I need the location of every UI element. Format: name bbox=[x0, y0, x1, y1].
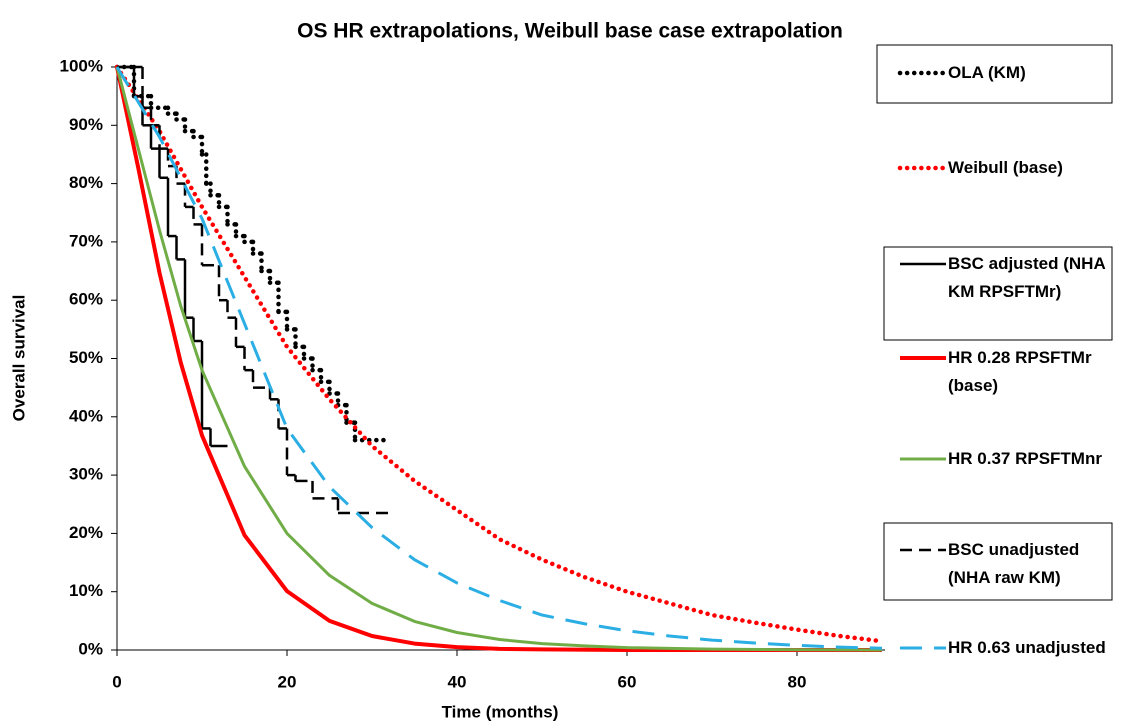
x-tick-label: 40 bbox=[448, 672, 467, 691]
chart-title: OS HR extrapolations, Weibull base case … bbox=[297, 20, 843, 43]
legend-label: HR 0.37 RPSFTMnr bbox=[948, 449, 1102, 468]
y-tick-label: 80% bbox=[69, 173, 103, 192]
y-tick-label: 70% bbox=[69, 231, 103, 250]
series bbox=[115, 66, 883, 650]
curve bbox=[115, 66, 883, 652]
series bbox=[115, 66, 882, 652]
y-tick-label: 90% bbox=[69, 115, 103, 134]
y-tick-label: 40% bbox=[69, 406, 103, 425]
legend-box bbox=[883, 246, 1113, 341]
x-axis-title: Time (months) bbox=[442, 702, 559, 721]
series bbox=[114, 64, 392, 443]
curve bbox=[114, 64, 885, 644]
legend-box bbox=[876, 44, 1113, 104]
x-tick-label: 20 bbox=[278, 672, 297, 691]
legend-label: HR 0.63 unadjusted bbox=[948, 638, 1106, 657]
y-tick-label: 100% bbox=[60, 56, 103, 75]
y-tick-label: 50% bbox=[69, 348, 103, 367]
x-tick-label: 60 bbox=[618, 672, 637, 691]
legend-box bbox=[883, 522, 1113, 601]
y-tick-label: 60% bbox=[69, 290, 103, 309]
x-tick-label: 0 bbox=[112, 672, 121, 691]
curve bbox=[115, 66, 882, 652]
legend-label: BSC unadjusted (NHA raw KM) bbox=[948, 540, 1080, 587]
y-axis-title: Overall survival bbox=[9, 295, 28, 422]
y-tick-label: 0% bbox=[78, 639, 103, 658]
legend-label: OLA (KM) bbox=[948, 63, 1026, 82]
y-tick-label: 30% bbox=[69, 465, 103, 484]
series bbox=[114, 64, 885, 644]
y-tick-label: 10% bbox=[69, 581, 103, 600]
x-tick-label: 80 bbox=[788, 672, 807, 691]
y-tick-label: 20% bbox=[69, 523, 103, 542]
series bbox=[115, 66, 883, 652]
legend-label: Weibull (base) bbox=[948, 158, 1063, 177]
legend-label: BSC adjusted (NHA KM RPSFTMr) bbox=[948, 254, 1106, 301]
legend-label: HR 0.28 RPSFTMr (base) bbox=[948, 348, 1092, 395]
curve bbox=[115, 66, 883, 650]
